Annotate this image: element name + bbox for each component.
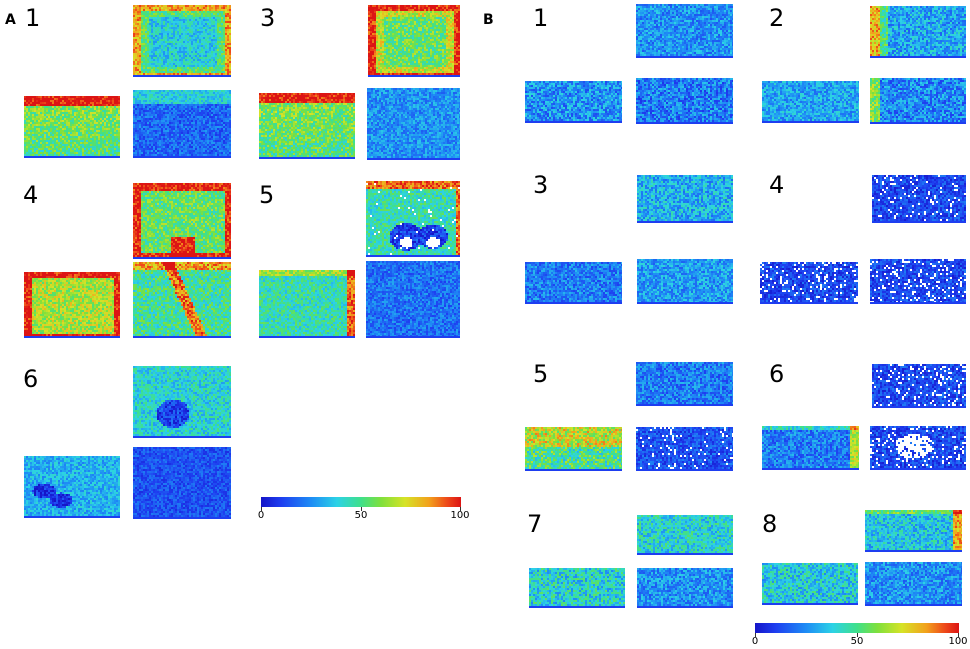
heatmap-b2-right [870, 78, 966, 124]
heatmap-a3-top [368, 5, 460, 77]
colorbar-b [755, 623, 959, 633]
colorbar-a-tick-max [460, 507, 461, 511]
panel-b-group-8-label: 8 [762, 510, 778, 538]
heatmap-b2-left [762, 81, 859, 123]
panel-b-group-3-label: 3 [533, 171, 549, 199]
heatmap-b3-left [525, 262, 622, 304]
panel-a-group-5-label: 5 [259, 181, 275, 209]
heatmap-a6-top [133, 366, 231, 438]
heatmap-b5-right [636, 427, 733, 471]
colorbar-b-tick-max [958, 633, 959, 637]
heatmap-b4-top [872, 175, 966, 223]
heatmap-a1-right [133, 90, 231, 158]
heatmap-b8-left [762, 563, 858, 605]
colorbar-a-min-label: 0 [257, 510, 265, 521]
panel-a-label: A [5, 12, 16, 28]
panel-b-group-7-label: 7 [527, 510, 543, 538]
heatmap-a1-top [133, 5, 231, 77]
heatmap-b4-left [760, 262, 858, 304]
heatmap-a5-right [366, 261, 460, 338]
heatmap-b2-top [870, 6, 966, 58]
heatmap-b7-left [529, 568, 625, 608]
panel-a-group-6-label: 6 [23, 365, 39, 393]
heatmap-b4-right [870, 259, 966, 304]
heatmap-b7-right [637, 568, 733, 608]
heatmap-b3-right [637, 259, 733, 304]
heatmap-a4-left [24, 272, 120, 338]
panel-b-label: B [483, 12, 494, 28]
heatmap-b8-right [865, 562, 962, 606]
heatmap-a3-right [367, 88, 460, 160]
heatmap-a1-left [24, 96, 120, 158]
heatmap-b8-top [865, 510, 962, 552]
panel-b-group-5-label: 5 [533, 360, 549, 388]
panel-b-group-2-label: 2 [769, 4, 785, 32]
panel-b-group-6-label: 6 [769, 360, 785, 388]
heatmap-a4-right [133, 262, 231, 338]
colorbar-a-mid-label: 50 [354, 510, 368, 521]
colorbar-b-min-label: 0 [751, 636, 759, 647]
panel-b-group-4-label: 4 [769, 171, 785, 199]
heatmap-a6-right [133, 447, 231, 519]
heatmap-a5-top [366, 181, 460, 257]
panel-b-group-1-label: 1 [533, 4, 549, 32]
heatmap-b6-left [762, 426, 859, 470]
colorbar-a-tick-min [261, 507, 262, 511]
heatmap-b1-top [636, 4, 733, 58]
heatmap-a4-top [133, 183, 231, 259]
colorbar-b-tick-min [755, 633, 756, 637]
colorbar-b-mid-label: 50 [850, 636, 864, 647]
heatmap-b6-right [870, 426, 966, 470]
colorbar-a [261, 497, 461, 507]
heatmap-b7-top [637, 515, 733, 555]
colorbar-a-max-label: 100 [450, 510, 470, 521]
panel-a-group-1-label: 1 [25, 4, 41, 32]
panel-a-group-3-label: 3 [260, 4, 276, 32]
heatmap-b6-top [872, 364, 966, 408]
colorbar-a-tick-mid [361, 507, 362, 511]
panel-a-group-4-label: 4 [23, 181, 39, 209]
heatmap-a6-left [24, 456, 120, 518]
heatmap-b3-top [637, 175, 733, 223]
heatmap-a3-left [259, 93, 355, 159]
heatmap-b5-top [636, 362, 733, 406]
heatmap-a5-left [259, 270, 355, 338]
colorbar-b-tick-mid [857, 633, 858, 637]
heatmap-b1-right [636, 78, 733, 124]
heatmap-b1-left [525, 81, 622, 123]
heatmap-b5-left [525, 427, 622, 471]
colorbar-b-max-label: 100 [948, 636, 968, 647]
